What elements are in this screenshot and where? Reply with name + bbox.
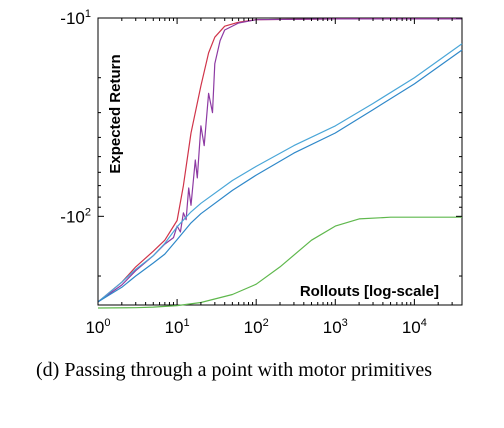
series-line-3 <box>97 43 463 303</box>
x-tick-label-1: 101 <box>165 317 190 337</box>
y-tick-label-1: -102 <box>60 206 91 226</box>
series-line-2 <box>97 18 462 303</box>
x-tick-label-3: 103 <box>323 317 348 337</box>
y-tick-label-0: -101 <box>60 8 91 28</box>
series-line-4 <box>97 49 463 303</box>
figure-caption: (d) Passing through a point with motor p… <box>36 359 433 381</box>
x-tick-label-2: 102 <box>244 317 269 337</box>
x-tick-label-4: 104 <box>402 317 427 337</box>
y-axis-title: Expected Return <box>107 54 124 173</box>
x-axis-title: Rollouts [log-scale] <box>300 283 439 300</box>
chart: 100 101 102 103 104 -101 -102 Expected Return… <box>60 8 463 337</box>
series-line-1 <box>97 18 462 303</box>
series-layer <box>97 18 463 309</box>
x-tick-label-0: 100 <box>85 317 110 337</box>
y-axis-ticks: -101 -102 <box>60 8 462 277</box>
x-axis-ticks: 100 101 102 103 104 <box>85 18 463 337</box>
plot-area: 100 101 102 103 104 -101 -102 <box>60 8 463 337</box>
series-line-5 <box>97 216 462 309</box>
